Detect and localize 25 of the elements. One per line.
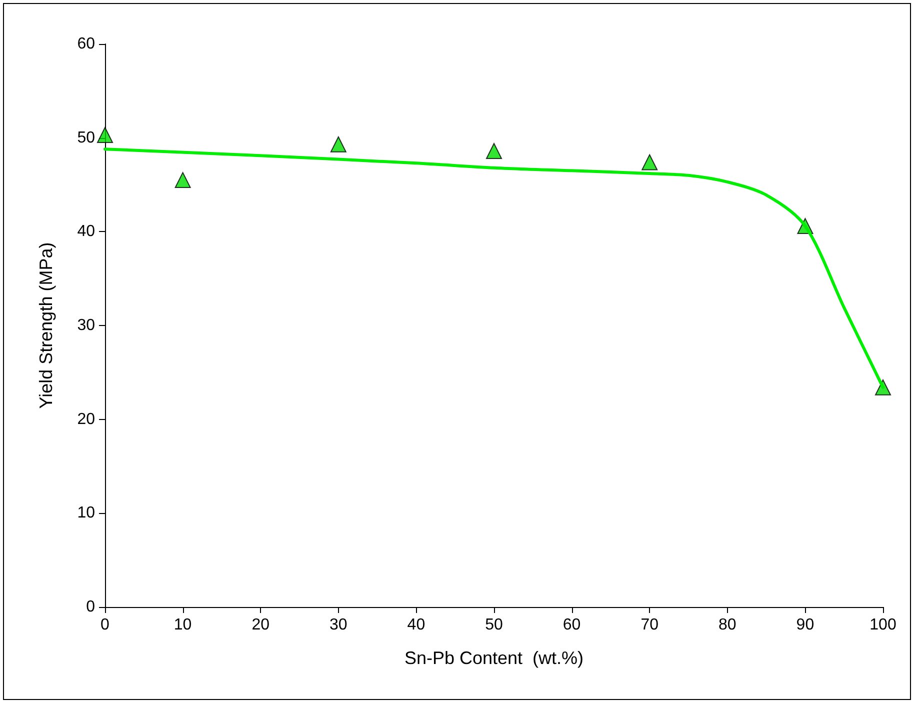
y-tick-label: 60 xyxy=(77,36,96,52)
x-tick-label: 20 xyxy=(252,616,270,634)
x-tick-label: 30 xyxy=(330,616,348,634)
x-tick-label: 80 xyxy=(718,616,736,634)
x-axis-title: Sn-Pb Content (wt.%) xyxy=(404,648,584,668)
y-tick-label: 40 xyxy=(77,223,96,240)
y-tick-label: 30 xyxy=(77,317,96,334)
x-tick-label: 10 xyxy=(174,616,192,634)
x-tick-label: 70 xyxy=(640,616,659,634)
x-tick-label: 100 xyxy=(870,616,896,634)
y-tick-label: 20 xyxy=(77,410,96,428)
y-tick-label: 10 xyxy=(77,504,96,522)
y-axis-title: Yield Strength (MPa) xyxy=(36,242,56,409)
x-tick-label: 90 xyxy=(796,616,814,634)
y-tick-label: 50 xyxy=(77,129,96,146)
point xyxy=(486,142,502,159)
x-tick-label: 0 xyxy=(100,616,110,634)
point xyxy=(642,154,658,170)
point xyxy=(330,136,346,152)
x-tick-label: 40 xyxy=(407,616,426,634)
y-tick-label: 0 xyxy=(86,598,96,616)
x-tick-label: 50 xyxy=(485,616,503,634)
point xyxy=(97,127,113,144)
point xyxy=(174,172,191,188)
x-tick-label: 60 xyxy=(562,616,581,634)
